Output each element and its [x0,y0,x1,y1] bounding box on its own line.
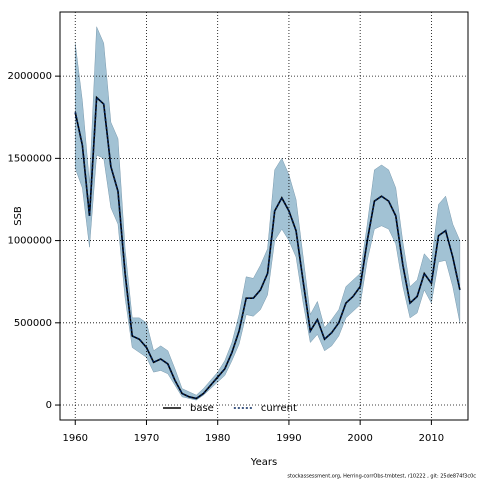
y-tick-label: 1500000 [7,153,52,164]
y-tick-label: 1000000 [7,236,52,247]
x-tick-label: 2000 [347,433,372,444]
y-tick-label: 500000 [14,318,52,329]
x-axis-label: Years [250,457,277,468]
footnote: stockassessment.org, Herring-corrObs-tmb… [287,474,476,480]
series-line [74,95,461,400]
y-axis-label: SSB [13,206,24,226]
y-tick-label: 0 [46,400,52,411]
x-tick-label: 1960 [63,433,88,444]
y-tick-label: 2000000 [7,71,52,82]
x-tick-label: 1970 [134,433,159,444]
confidence-band [74,26,461,401]
x-tick-label: 2010 [419,433,444,444]
x-tick-label: 1980 [205,433,230,444]
legend-label: base [190,403,214,414]
legend-label: current [261,403,297,414]
plot-frame [59,11,469,421]
x-tick-label: 1990 [276,433,301,444]
